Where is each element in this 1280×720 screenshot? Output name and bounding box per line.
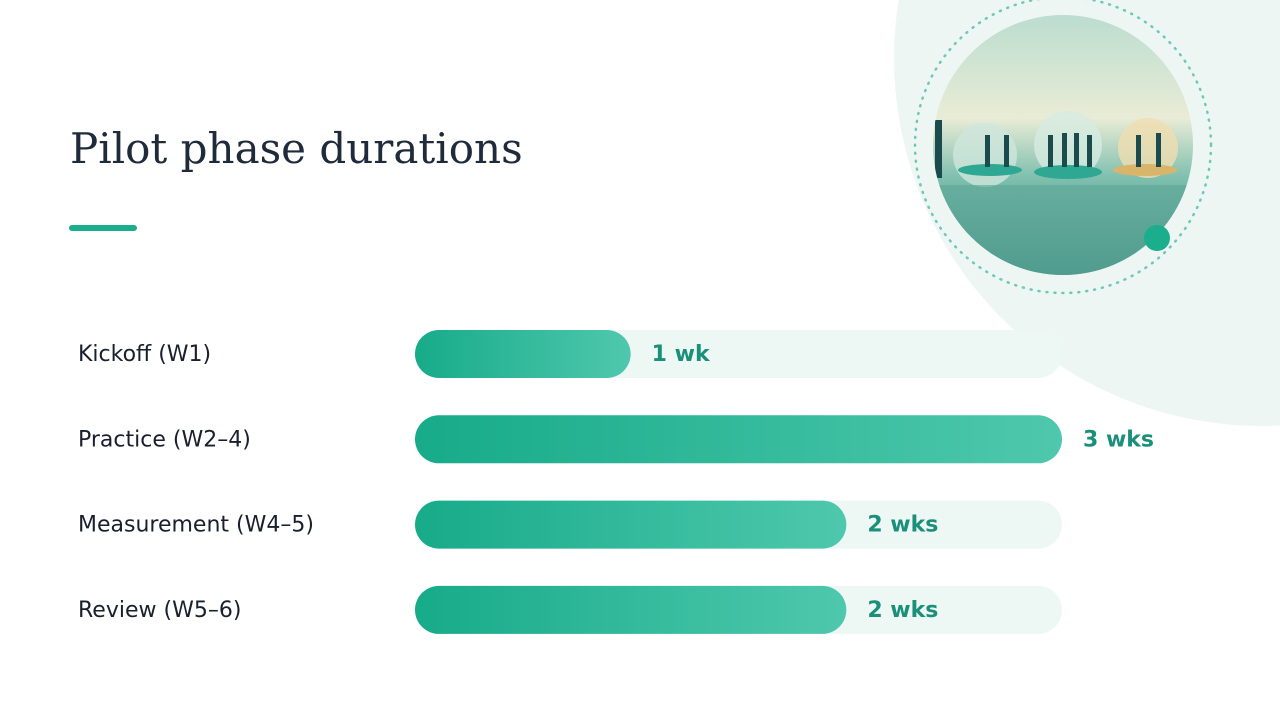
category-label: Practice (W2–4) xyxy=(78,427,251,452)
accent-dot xyxy=(1144,225,1170,251)
value-label: 1 wk xyxy=(652,342,711,367)
bar-chart: Kickoff (W1) 1 wk Practice (W2–4) 3 wks Meas… xyxy=(78,330,1154,634)
value-label: 3 wks xyxy=(1083,427,1154,452)
bar xyxy=(415,330,631,378)
dotted-ring xyxy=(913,0,1213,295)
value-label: 2 wks xyxy=(867,598,938,623)
bar xyxy=(415,415,1062,464)
category-label: Review (W5–6) xyxy=(78,598,241,623)
category-label: Measurement (W4–5) xyxy=(78,513,314,538)
value-label: 2 wks xyxy=(867,513,938,538)
bar xyxy=(415,585,847,634)
chart-title: Pilot phase durations xyxy=(70,124,523,173)
bar xyxy=(415,500,847,549)
category-label: Kickoff (W1) xyxy=(78,342,211,367)
title-underline xyxy=(69,225,137,231)
